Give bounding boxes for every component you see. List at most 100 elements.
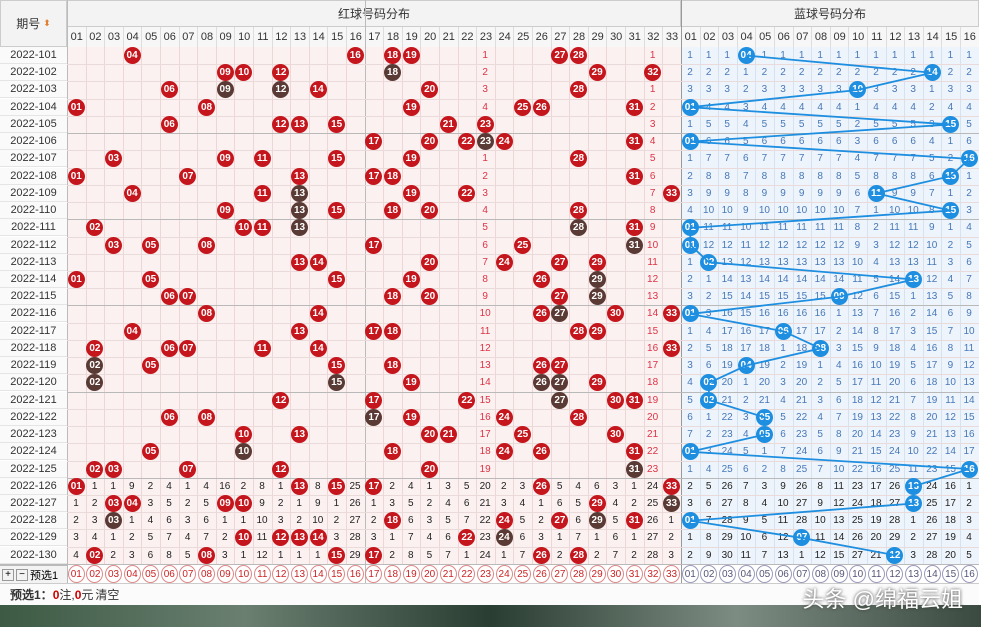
preselect-blue-ball[interactable]: 07 <box>793 565 811 583</box>
preselect-red-ball[interactable]: 08 <box>198 565 215 583</box>
preselect-blue-ball[interactable]: 01 <box>681 565 699 583</box>
preselect-red-ball[interactable]: 12 <box>272 565 290 583</box>
missing-count: 11 <box>740 239 751 251</box>
red-ball: 20 <box>421 253 439 271</box>
preselect-blue-ball[interactable]: 11 <box>867 565 885 583</box>
preselect-red-ball[interactable]: 30 <box>607 565 625 583</box>
missing-count: 2 <box>296 515 302 527</box>
missing-count: 7 <box>445 549 451 561</box>
missing-count: 9 <box>315 497 321 509</box>
preselect-blue-ball[interactable]: 02 <box>700 565 718 583</box>
preselect-red-ball[interactable]: 16 <box>346 565 364 583</box>
preselect-red-ball[interactable]: 03 <box>105 565 122 583</box>
preselect-red-ball[interactable]: 20 <box>421 565 439 583</box>
missing-count: 24 <box>889 446 901 458</box>
missing-count: 3 <box>687 497 693 509</box>
grid-line <box>67 408 979 410</box>
preselect-red-ball[interactable]: 29 <box>588 565 606 583</box>
minus-icon[interactable]: − <box>16 568 28 581</box>
preselect-blue-ball[interactable]: 04 <box>737 565 755 583</box>
period-label: 2022-126 <box>0 477 67 495</box>
missing-count: 5 <box>203 497 209 509</box>
preselect-red-ball[interactable]: 33 <box>663 565 680 583</box>
missing-count: 7 <box>463 515 470 527</box>
missing-count: 4 <box>575 480 581 492</box>
preselect-red-ball[interactable]: 15 <box>328 565 346 583</box>
missing-count: 2 <box>705 429 712 441</box>
preselect-red-ball[interactable]: 25 <box>514 565 532 583</box>
missing-count: 16 <box>851 360 863 372</box>
preselect-blue-ball[interactable]: 06 <box>774 565 792 583</box>
preselect-red-ball[interactable]: 05 <box>142 565 160 583</box>
preselect-blue-ball[interactable]: 15 <box>942 565 960 583</box>
red-col-header: 04 <box>122 27 142 47</box>
missing-count: 2 <box>687 480 693 492</box>
missing-count: 14 <box>870 429 882 441</box>
preselect-red-ball[interactable]: 01 <box>67 565 85 583</box>
preselect-blue-ball[interactable]: 03 <box>719 565 736 583</box>
missing-count: 1 <box>836 50 842 61</box>
preselect-red-ball[interactable]: 09 <box>216 565 234 583</box>
preselect-red-ball[interactable]: 24 <box>495 565 513 583</box>
missing-count: 3 <box>743 101 749 113</box>
missing-count: 6 <box>743 463 749 475</box>
missing-count: 1 <box>110 532 116 544</box>
missing-count: 3 <box>482 84 488 96</box>
preselect-blue-ball[interactable]: 08 <box>812 565 829 583</box>
preselect-red-ball[interactable]: 31 <box>625 565 643 583</box>
missing-count: 8 <box>649 205 656 217</box>
preselect-red-ball[interactable]: 27 <box>551 565 569 583</box>
preselect-red-ball[interactable]: 17 <box>365 565 383 583</box>
missing-count: 12 <box>814 549 826 561</box>
missing-count: 11 <box>852 273 863 285</box>
preselect-red-ball[interactable]: 10 <box>235 565 253 583</box>
preselect-red-ball[interactable]: 07 <box>179 565 197 583</box>
preselect-red-ball[interactable]: 06 <box>160 565 178 583</box>
missing-count: 1 <box>296 497 302 509</box>
preselect-blue-ball[interactable]: 14 <box>923 565 941 583</box>
preselect-blue-ball[interactable]: 12 <box>886 565 904 583</box>
missing-count: 17 <box>851 377 863 389</box>
preselect-red-ball[interactable]: 28 <box>570 565 587 583</box>
missing-count: 3 <box>873 84 879 96</box>
preselect-red-ball[interactable]: 13 <box>291 565 308 583</box>
missing-count: 1 <box>705 273 712 285</box>
missing-count: 12 <box>758 239 770 251</box>
missing-count: 21 <box>647 429 659 441</box>
missing-count: 1 <box>668 515 674 527</box>
red-ball: 05 <box>142 443 160 461</box>
preselect-red-ball[interactable]: 32 <box>644 565 662 583</box>
preselect-blue-ball[interactable]: 09 <box>830 565 848 583</box>
preselect-red-ball[interactable]: 11 <box>253 565 271 583</box>
missing-count: 11 <box>963 342 975 354</box>
missing-count: 8 <box>798 170 805 182</box>
missing-count: 1 <box>817 360 823 372</box>
missing-count: 7 <box>705 515 712 527</box>
blue-ball: 05 <box>756 408 774 426</box>
preselect-red-ball[interactable]: 02 <box>86 565 104 583</box>
preselect-blue-ball[interactable]: 10 <box>849 565 867 583</box>
sort-arrows-icon[interactable]: ⬍ <box>43 18 51 28</box>
preselect-red-ball[interactable]: 22 <box>458 565 476 583</box>
preselect-red-ball[interactable]: 23 <box>477 565 494 583</box>
clear-button[interactable]: 清空 <box>95 588 120 602</box>
missing-count: 24 <box>851 497 863 509</box>
period-header[interactable]: 期号 ⬍ <box>0 0 67 47</box>
preselect-red-ball[interactable]: 19 <box>402 565 420 583</box>
red-ball: 08 <box>198 408 215 426</box>
preselect-blue-ball[interactable]: 05 <box>756 565 774 583</box>
preselect-blue-ball[interactable]: 16 <box>960 565 978 583</box>
missing-count: 16 <box>740 325 752 337</box>
plus-icon[interactable]: + <box>2 568 14 581</box>
missing-count: 9 <box>966 308 972 320</box>
preselect-red-ball[interactable]: 14 <box>309 565 327 583</box>
preselect-red-ball[interactable]: 18 <box>384 565 401 583</box>
preselect-red-ball[interactable]: 04 <box>123 565 141 583</box>
missing-count: 9 <box>836 446 842 458</box>
preselect-red-ball[interactable]: 21 <box>439 565 457 583</box>
preselect-red-ball[interactable]: 26 <box>532 565 550 583</box>
missing-count: 2 <box>966 497 972 509</box>
missing-count: 13 <box>814 256 826 268</box>
preselect-blue-ball[interactable]: 13 <box>905 565 922 583</box>
yuan-unit: 元 <box>81 588 94 602</box>
